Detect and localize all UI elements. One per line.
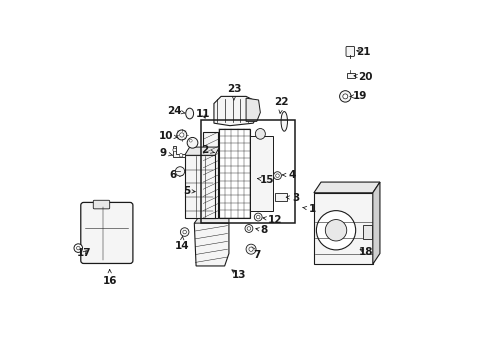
Ellipse shape (185, 108, 193, 119)
Polygon shape (194, 217, 228, 223)
Text: 6: 6 (169, 170, 182, 180)
Circle shape (254, 213, 261, 221)
Circle shape (175, 167, 184, 176)
Bar (363, 225, 371, 239)
Circle shape (248, 247, 253, 251)
Polygon shape (213, 96, 258, 126)
Text: 23: 23 (226, 84, 241, 100)
Text: 19: 19 (349, 91, 367, 101)
Bar (249, 136, 272, 211)
Text: 16: 16 (102, 270, 117, 286)
Bar (346, 73, 355, 78)
Text: 24: 24 (167, 106, 184, 116)
Text: 11: 11 (196, 109, 210, 119)
Circle shape (76, 246, 80, 250)
Ellipse shape (280, 111, 287, 131)
Text: 2: 2 (201, 145, 214, 155)
Polygon shape (172, 146, 184, 157)
Text: 7: 7 (251, 247, 260, 260)
Ellipse shape (255, 129, 265, 139)
Bar (184, 155, 214, 218)
Circle shape (172, 148, 176, 152)
Bar (274, 193, 287, 201)
Circle shape (275, 174, 279, 177)
Text: 21: 21 (355, 47, 370, 57)
Circle shape (273, 172, 281, 180)
Circle shape (244, 225, 252, 232)
FancyBboxPatch shape (93, 200, 109, 209)
Circle shape (179, 133, 183, 137)
Polygon shape (184, 147, 219, 155)
Circle shape (256, 215, 259, 219)
Polygon shape (372, 182, 379, 264)
Bar (313, 193, 372, 264)
Circle shape (180, 228, 189, 236)
Text: 13: 13 (231, 270, 246, 280)
Polygon shape (245, 98, 260, 121)
Text: 10: 10 (158, 131, 177, 141)
Text: 14: 14 (174, 236, 189, 251)
Circle shape (316, 211, 355, 250)
FancyBboxPatch shape (345, 46, 354, 56)
FancyBboxPatch shape (81, 202, 133, 263)
Text: 4: 4 (282, 170, 296, 180)
Circle shape (325, 220, 346, 241)
Text: 18: 18 (358, 247, 372, 257)
Circle shape (247, 227, 250, 230)
Text: 8: 8 (255, 225, 267, 235)
Text: 22: 22 (274, 97, 288, 114)
Circle shape (182, 230, 186, 234)
Text: 20: 20 (353, 72, 372, 82)
Text: 15: 15 (257, 175, 274, 185)
Text: 5: 5 (183, 186, 195, 196)
Circle shape (189, 139, 192, 142)
Text: 1: 1 (302, 204, 315, 214)
Text: 17: 17 (76, 248, 91, 258)
Text: 3: 3 (286, 193, 299, 203)
Circle shape (187, 137, 197, 148)
Text: 12: 12 (262, 215, 281, 225)
Bar (203, 132, 218, 218)
Circle shape (342, 94, 347, 99)
Circle shape (179, 154, 182, 157)
Polygon shape (194, 221, 228, 266)
Circle shape (74, 244, 82, 252)
Polygon shape (201, 149, 217, 160)
Circle shape (177, 130, 186, 140)
Bar (200, 120, 295, 223)
Text: 9: 9 (159, 148, 172, 158)
Bar (219, 129, 249, 218)
Polygon shape (313, 182, 379, 193)
Circle shape (245, 244, 256, 254)
Circle shape (339, 91, 350, 102)
